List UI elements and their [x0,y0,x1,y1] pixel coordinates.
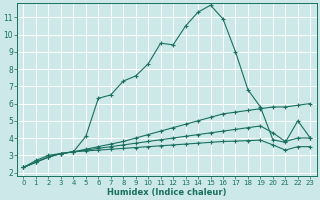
X-axis label: Humidex (Indice chaleur): Humidex (Indice chaleur) [107,188,227,197]
